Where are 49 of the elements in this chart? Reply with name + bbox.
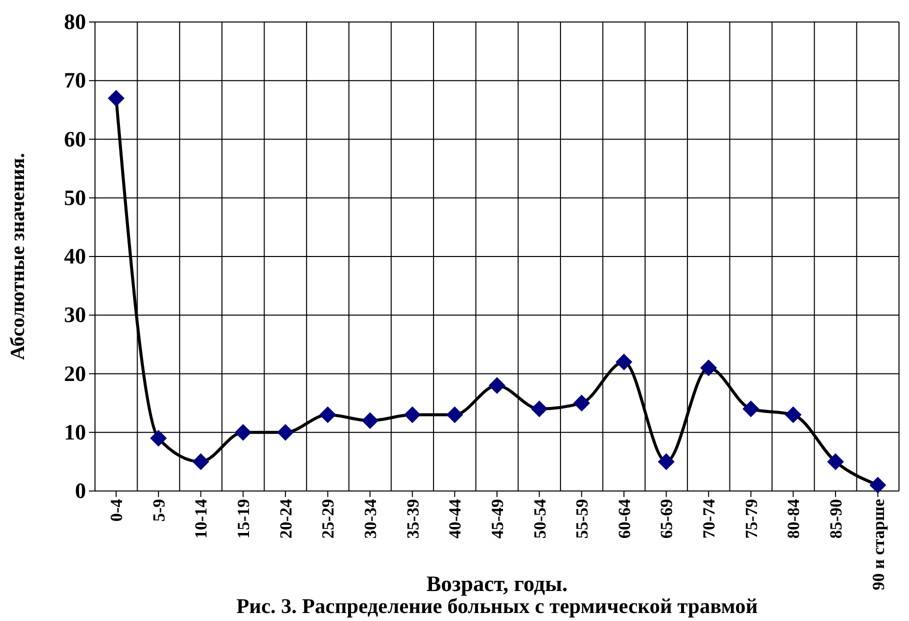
- x-tick-label: 90 и старше: [868, 498, 888, 590]
- point: [362, 412, 378, 429]
- point: [108, 90, 124, 106]
- y-tick-label: 0: [75, 478, 86, 504]
- point: [573, 394, 590, 412]
- point: [616, 354, 632, 370]
- x-axis-title: Возраст, годы.: [426, 571, 568, 596]
- x-tick-label: 0-4: [107, 498, 126, 522]
- x-tick-label: 40-44: [446, 498, 465, 539]
- y-axis-title: Абсолютные значения.: [7, 153, 29, 360]
- x-tick-label: 80-84: [784, 498, 804, 539]
- y-tick-label: 60: [64, 126, 86, 152]
- point: [700, 360, 717, 376]
- y-tick-label: 80: [64, 9, 86, 34]
- y-tick-label: 10: [64, 419, 86, 444]
- x-tick-label: 10-14: [192, 498, 211, 539]
- x-tick-label: 75-79: [742, 499, 761, 539]
- point: [446, 406, 463, 423]
- point: [192, 454, 209, 470]
- point: [277, 424, 294, 441]
- x-tick-label: 45-49: [488, 499, 507, 539]
- y-tick-label: 70: [64, 68, 86, 93]
- x-tick-label: 20-24: [276, 498, 296, 539]
- point: [150, 430, 167, 446]
- x-tick-label: 5-9: [149, 499, 168, 522]
- x-tick-label: 25-29: [318, 499, 338, 539]
- x-tick-label: 35-39: [403, 499, 422, 539]
- point: [870, 476, 886, 494]
- y-tick-label: 20: [64, 360, 86, 386]
- x-tick-label: 70-74: [700, 498, 719, 539]
- point: [531, 400, 548, 418]
- y-tick-label: 40: [64, 244, 86, 269]
- point: [404, 406, 421, 423]
- point: [827, 454, 844, 470]
- y-tick-label: 30: [64, 302, 86, 328]
- x-tick-label: 15-19: [234, 499, 254, 539]
- x-tick-label: 30-34: [361, 498, 380, 539]
- point: [234, 424, 252, 441]
- point: [658, 454, 674, 470]
- point: [785, 406, 802, 423]
- x-tick-label: 85-90: [826, 499, 846, 539]
- x-tick-label: 65-69: [657, 499, 676, 539]
- point: [320, 406, 336, 423]
- point: [742, 400, 760, 418]
- x-tick-label: 55-59: [572, 499, 592, 539]
- x-tick-label: 50-54: [530, 498, 550, 539]
- y-tick-label: 50: [64, 184, 86, 210]
- x-tick-label: 60-64: [614, 498, 634, 539]
- point: [488, 377, 506, 394]
